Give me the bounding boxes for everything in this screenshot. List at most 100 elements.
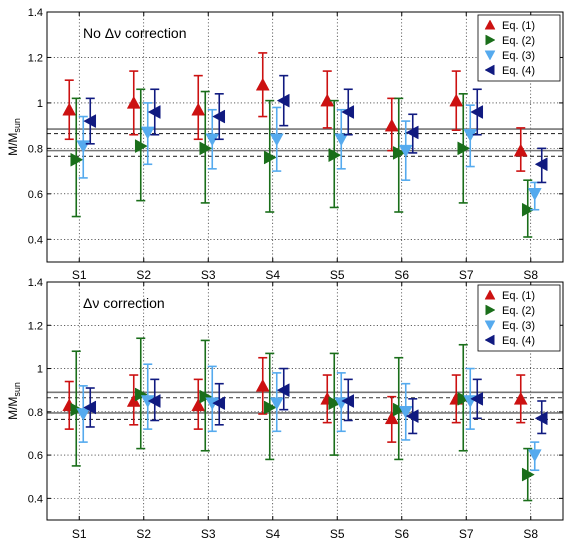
y-axis-label: M/Msun [6,382,22,420]
legend-marker-eq4 [484,64,495,76]
marker-eq2 [328,396,342,411]
marker-eq2 [70,402,84,417]
marker-eq4 [147,394,161,408]
marker-eq1 [513,143,528,157]
marker-eq4 [212,109,226,124]
legend-marker-eq1 [484,289,496,300]
legend-label-eq4: Eq. (4) [502,335,535,347]
legend: Eq. (1) Eq. (2) Eq. (3) Eq. (4) [477,284,561,352]
legend-marker-eq2 [485,304,496,316]
marker-eq4 [470,105,484,119]
legend-label-eq2: Eq. (2) [502,35,535,47]
marker-eq3 [76,408,91,422]
legend-marker-eq3 [484,50,496,61]
marker-eq4 [405,409,419,424]
y-tick-label: 1 [37,98,43,110]
marker-eq3 [334,133,349,147]
x-tick-label: S7 [459,527,474,541]
y-tick-label: 1.4 [28,7,43,19]
legend-marker-eq1 [484,19,496,30]
x-tick-label: S5 [330,268,345,282]
marker-eq4 [276,383,290,398]
panel-annotation: Δν correction [83,295,165,311]
legend: Eq. (1) Eq. (2) Eq. (3) Eq. (4) [477,14,561,82]
legend-label-eq2: Eq. (2) [502,305,535,317]
x-tick-label: S6 [394,268,409,282]
y-tick-label: 0.4 [28,234,43,246]
x-tick-label: S3 [201,527,216,541]
y-tick-label: 0.6 [28,189,43,201]
y-axis-label-subscript: sun [12,118,22,133]
marker-eq3 [398,406,413,419]
axes-frame [46,281,564,521]
marker-eq3 [269,133,284,147]
y-axis-label: M/Msun [6,118,22,156]
marker-eq3 [398,144,413,158]
marker-eq4 [83,400,97,415]
marker-eq2 [263,150,277,165]
marker-eq2 [328,148,342,163]
marker-eq1 [255,77,270,91]
x-tick-label: S1 [72,268,87,282]
legend-label-eq3: Eq. (3) [502,50,535,62]
x-tick-label: S2 [136,268,151,282]
legend-label-eq1: Eq. (1) [502,20,535,32]
marker-eq1 [126,393,141,407]
y-axis-label-main: M/M [6,397,20,420]
marker-eq4 [212,396,226,411]
y-tick-label: 0.8 [28,407,43,419]
marker-eq1 [513,391,528,405]
marker-eq3 [527,449,542,463]
marker-eq2 [199,389,213,404]
marker-eq3 [527,188,542,201]
x-tick-label: S8 [523,527,538,541]
marker-eq1 [255,378,270,392]
y-tick-label: 1.2 [28,52,43,64]
y-axis-label-subscript: sun [12,382,22,397]
marker-eq2 [263,400,277,415]
y-tick-label: 1.2 [28,320,43,332]
marker-eq1 [62,102,77,116]
axes-frame [46,11,564,263]
marker-eq3 [140,126,155,140]
y-axis-label-main: M/M [6,133,20,156]
x-tick-label: S4 [265,527,280,541]
y-tick-label: 0.4 [28,493,43,505]
legend-marker-eq4 [484,334,495,346]
marker-eq4 [147,105,161,119]
x-tick-label: S2 [136,527,151,541]
chart-panel-bottom: 0.4 0.6 0.8 1 1.2 1.4 S1 S2 S3 S4 S5 S6 S7 S8 M/Msun Δν… [6,277,564,541]
x-tick-label: S4 [265,268,280,282]
x-tick-label: S1 [72,527,87,541]
marker-eq4 [276,93,290,108]
chart-panel-top: 0.4 0.6 0.8 1 1.2 1.4 S1 S2 S3 S4 S5 S6 S7 S8 M/Msun No… [6,7,564,282]
x-tick-label: S7 [459,268,474,282]
marker-eq2 [457,141,471,156]
marker-eq1 [449,93,464,107]
legend-marker-eq3 [484,320,496,331]
marker-eq2 [392,145,406,160]
marker-eq1 [191,102,206,116]
x-tick-label: S3 [201,268,216,282]
x-tick-label: S5 [330,527,345,541]
marker-eq2 [70,152,84,167]
marker-eq2 [134,139,148,154]
legend-label-eq4: Eq. (4) [502,65,535,77]
marker-eq2 [521,467,535,482]
marker-eq1 [126,95,141,109]
x-tick-label: S6 [394,527,409,541]
marker-eq4 [341,394,355,408]
legend-label-eq3: Eq. (3) [502,320,535,332]
panel-annotation: No Δν correction [83,25,187,41]
marker-eq4 [534,157,548,172]
y-tick-label: 1.4 [28,277,43,289]
marker-eq1 [191,398,206,412]
y-tick-label: 0.6 [28,450,43,462]
marker-eq4 [83,114,97,129]
marker-eq2 [134,387,148,402]
y-tick-label: 1 [37,364,43,376]
marker-eq4 [470,391,484,406]
marker-eq2 [199,141,213,156]
x-tick-label: S8 [523,268,538,282]
marker-eq4 [405,125,419,140]
